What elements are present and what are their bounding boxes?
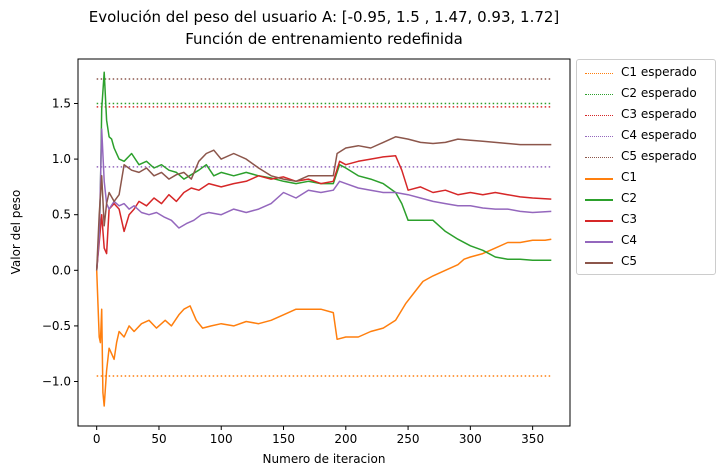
legend-label: C4 xyxy=(621,233,638,247)
y-tick-label: 1.0 xyxy=(52,152,71,166)
legend-label: C1 xyxy=(621,170,638,184)
legend-swatch xyxy=(585,157,613,158)
legend-label: C3 esperado xyxy=(621,107,697,121)
legend-swatch xyxy=(585,94,613,95)
legend-label: C1 esperado xyxy=(621,65,697,79)
y-tick-label: 0.5 xyxy=(52,208,71,222)
chart-title: Evolución del peso del usuario A: [-0.95… xyxy=(88,8,560,26)
legend-swatch xyxy=(585,73,613,74)
legend-swatch xyxy=(585,136,613,137)
legend-item-c3-esperado: C3 esperado xyxy=(577,105,715,125)
legend-item-c4-esperado: C4 esperado xyxy=(577,126,715,146)
series-line-c1 xyxy=(95,238,552,407)
y-tick-label: −0.5 xyxy=(42,319,71,333)
legend-label: C3 xyxy=(621,212,638,226)
chart-subtitle: Función de entrenamiento redefinida xyxy=(185,30,463,48)
legend-label: C2 esperado xyxy=(621,86,697,100)
legend: C1 esperado C2 esperado C3 esperado C4 e… xyxy=(576,59,716,275)
legend-item-c1: C1 xyxy=(577,168,715,188)
x-tick-label: 250 xyxy=(397,432,420,446)
legend-swatch xyxy=(585,178,613,180)
y-tick-label: 1.5 xyxy=(52,96,71,110)
plot-area xyxy=(95,71,552,407)
legend-item-c3: C3 xyxy=(577,210,715,230)
series-line-c3 xyxy=(95,155,552,271)
legend-swatch xyxy=(585,262,613,264)
plot-frame xyxy=(77,58,571,427)
legend-swatch xyxy=(585,220,613,222)
series-line-c5 xyxy=(95,136,552,271)
legend-item-c2-esperado: C2 esperado xyxy=(577,84,715,104)
series-line-c2 xyxy=(95,71,552,271)
y-tick-label: −1.0 xyxy=(42,375,71,389)
x-tick-label: 350 xyxy=(521,432,544,446)
x-tick-label: 150 xyxy=(272,432,295,446)
x-axis-label: Numero de iteracion xyxy=(262,452,386,466)
legend-label: C5 xyxy=(621,254,638,268)
legend-label: C5 esperado xyxy=(621,149,697,163)
legend-item-c5: C5 xyxy=(577,252,715,272)
axes: 0 50 100 150 200 250 300 350 −1.0 −0.5 0.0 0.5 1.0 1.… xyxy=(42,58,571,446)
legend-item-c5-esperado: C5 esperado xyxy=(577,147,715,167)
legend-item-c4: C4 xyxy=(577,231,715,251)
x-tick-label: 0 xyxy=(93,432,101,446)
x-tick-label: 100 xyxy=(210,432,233,446)
legend-item-c2: C2 xyxy=(577,189,715,209)
legend-item-c1-esperado: C1 esperado xyxy=(577,63,715,83)
legend-label: C4 esperado xyxy=(621,128,697,142)
y-axis-label: Valor del peso xyxy=(9,189,23,275)
legend-swatch xyxy=(585,115,613,116)
x-tick-label: 200 xyxy=(334,432,357,446)
x-tick-label: 50 xyxy=(151,432,166,446)
legend-label: C2 xyxy=(621,191,638,205)
legend-swatch xyxy=(585,199,613,201)
y-tick-label: 0.0 xyxy=(52,263,71,277)
x-tick-label: 300 xyxy=(459,432,482,446)
series-line-c4 xyxy=(95,128,552,271)
legend-swatch xyxy=(585,241,613,243)
